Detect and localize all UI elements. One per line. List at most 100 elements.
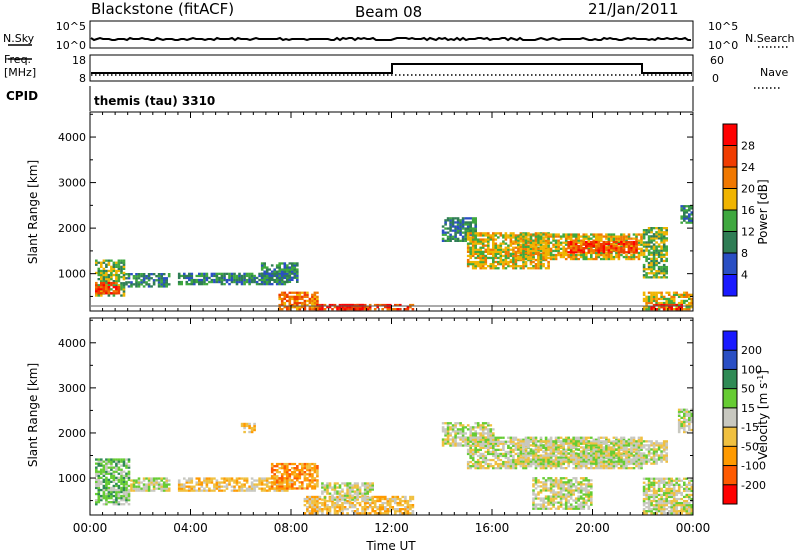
heatmap-cell (522, 448, 525, 451)
heatmap-cell (451, 424, 455, 427)
heatmap-cell (582, 458, 586, 461)
heatmap-cell (97, 288, 101, 291)
heatmap-cell (286, 299, 289, 303)
heatmap-cell (311, 497, 314, 501)
heatmap-cell (650, 263, 653, 267)
heatmap-cell (537, 267, 540, 270)
heatmap-cell (245, 489, 249, 492)
heatmap-cell (557, 253, 560, 257)
heatmap-cell (446, 237, 450, 240)
heatmap-cell (454, 434, 457, 437)
heatmap-cell (313, 467, 317, 470)
heatmap-cell (549, 456, 553, 459)
heatmap-cell (321, 306, 324, 309)
heatmap-cell (509, 242, 513, 245)
heatmap-cell (680, 293, 683, 296)
heatmap-cell (620, 438, 623, 441)
heatmap-cell (539, 263, 543, 266)
heatmap-cell (519, 456, 523, 460)
heatmap-cell (112, 294, 116, 297)
nsky-label: N.Sky (3, 32, 35, 45)
heatmap-cell (243, 276, 246, 280)
heatmap-cell (333, 498, 337, 501)
heatmap-cell (275, 485, 279, 488)
heatmap-cell (117, 488, 121, 492)
heatmap-cell (336, 486, 339, 489)
heatmap-cell (331, 506, 334, 509)
heatmap-cell (479, 240, 482, 243)
heatmap-cell (336, 498, 339, 501)
heatmap-cell (336, 308, 339, 311)
heatmap-cell (386, 508, 390, 511)
heatmap-cell (512, 234, 515, 237)
heatmap-cell (115, 488, 118, 492)
heatmap-cell (549, 465, 553, 468)
heatmap-cell (509, 265, 513, 268)
heatmap-cell (600, 465, 603, 468)
heatmap-cell (258, 479, 261, 482)
heatmap-cell (524, 465, 528, 468)
heatmap-cell (331, 504, 334, 507)
heatmap-cell (683, 293, 686, 296)
heatmap-cell (645, 257, 648, 260)
heatmap-cell (102, 470, 106, 473)
heatmap-cell (567, 452, 570, 455)
heatmap-cell (203, 272, 206, 275)
heatmap-cell (502, 260, 505, 264)
heatmap-cell (642, 306, 646, 309)
heatmap-cell (554, 440, 558, 443)
heatmap-cell (527, 462, 530, 465)
heatmap-cell (177, 485, 181, 488)
heatmap-cell (474, 246, 477, 249)
heatmap-cell (135, 481, 138, 484)
heatmap-cell (177, 481, 181, 484)
heatmap-cell (311, 510, 314, 513)
heatmap-cell (519, 257, 523, 261)
heatmap-cell (316, 475, 319, 478)
colorbar-segment (723, 210, 737, 232)
heatmap-cell (547, 438, 550, 441)
heatmap-cell (411, 506, 415, 509)
heatmap-cell (454, 225, 457, 228)
heatmap-cell (650, 231, 653, 234)
heatmap-cell (554, 436, 558, 439)
heatmap-cell (504, 250, 508, 253)
heatmap-cell (411, 497, 415, 501)
heatmap-cell (534, 239, 538, 242)
heatmap-cell (351, 488, 354, 491)
heatmap-cell (509, 232, 513, 235)
heatmap-cell (313, 499, 317, 503)
heatmap-cell (665, 308, 668, 311)
heatmap-cell (286, 477, 289, 480)
heatmap-cell (544, 248, 548, 251)
heatmap-cell (564, 442, 568, 445)
heatmap-cell (102, 492, 106, 496)
heatmap-cell (481, 444, 485, 447)
heatmap-cell (564, 467, 568, 470)
heatmap-cell (358, 495, 362, 499)
heatmap-cell (97, 294, 101, 297)
heatmap-cell (343, 501, 347, 505)
heatmap-cell (469, 250, 472, 253)
heatmap-cell (645, 306, 648, 309)
heatmap-cell (200, 283, 204, 286)
heatmap-cell (650, 276, 653, 279)
heatmap-cell (381, 501, 384, 505)
heatmap-cell (316, 495, 319, 499)
heatmap-cell (504, 450, 508, 454)
heatmap-cell (504, 465, 508, 468)
heatmap-cell (303, 473, 307, 476)
heatmap-cell (577, 440, 580, 443)
heatmap-cell (270, 278, 274, 281)
heatmap-cell (288, 477, 292, 480)
heatmap-cell (577, 456, 580, 459)
heatmap-cell (311, 297, 314, 301)
heatmap-cell (549, 438, 553, 441)
heatmap-cell (120, 478, 123, 481)
heatmap-cell (469, 434, 472, 437)
heatmap-cell (655, 291, 658, 294)
heatmap-cell (283, 303, 287, 307)
heatmap-cell (471, 432, 475, 435)
heatmap-cell (579, 460, 583, 464)
